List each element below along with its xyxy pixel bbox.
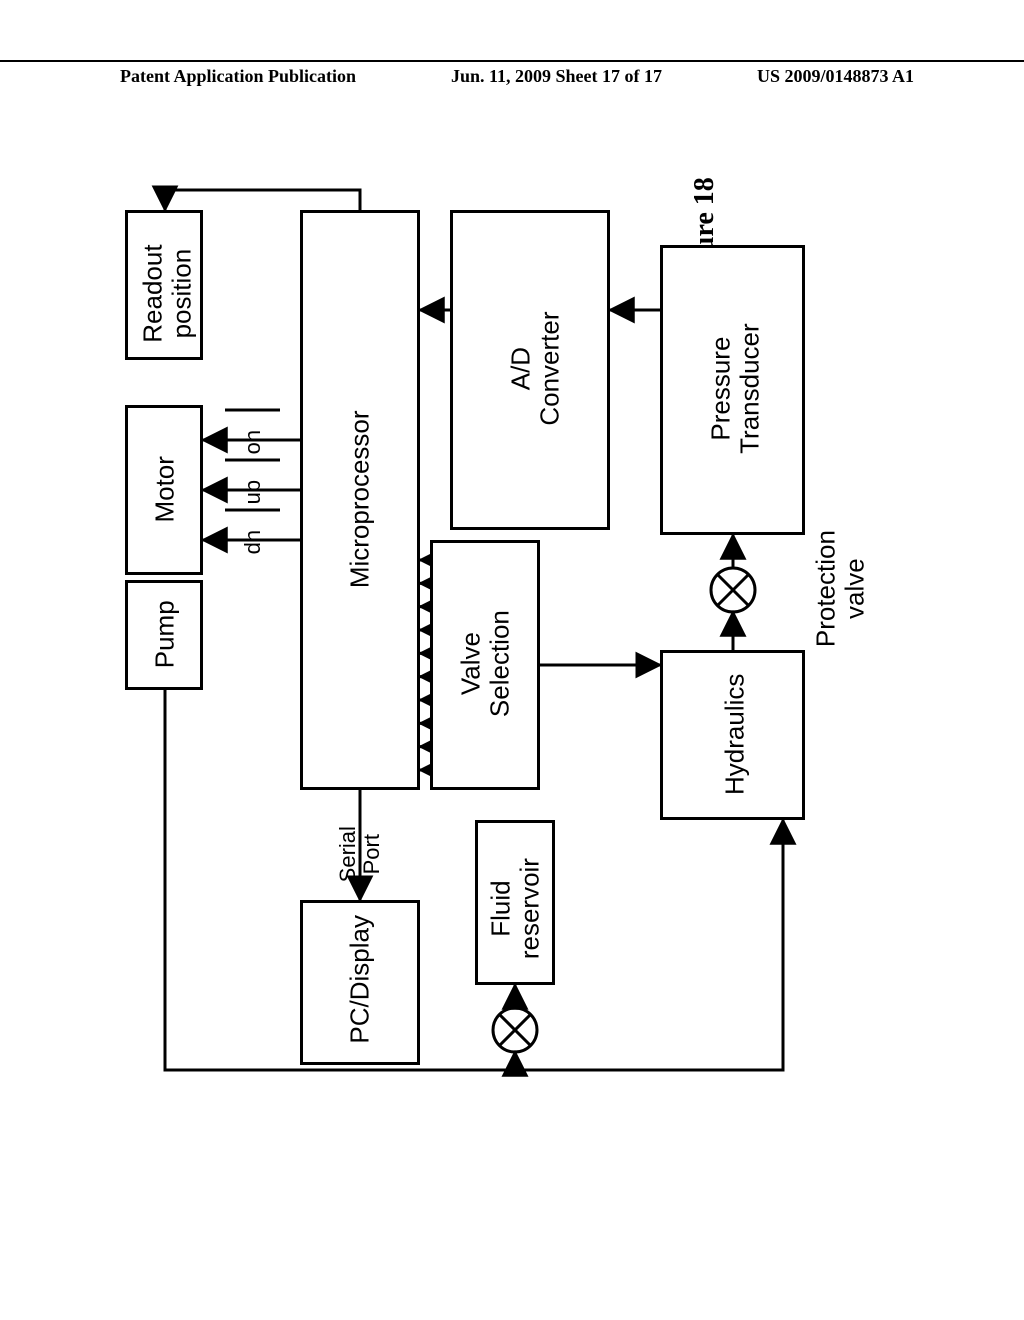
header-right: US 2009/0148873 A1 bbox=[757, 66, 914, 87]
header-left: Patent Application Publication bbox=[120, 66, 356, 87]
diagram: Figure 18 Readoutposition Motor Pump Mic… bbox=[125, 180, 865, 1080]
header-center: Jun. 11, 2009 Sheet 17 of 17 bbox=[451, 66, 662, 87]
page-header: Patent Application Publication Jun. 11, … bbox=[0, 60, 1024, 91]
connections-svg bbox=[125, 180, 865, 1080]
